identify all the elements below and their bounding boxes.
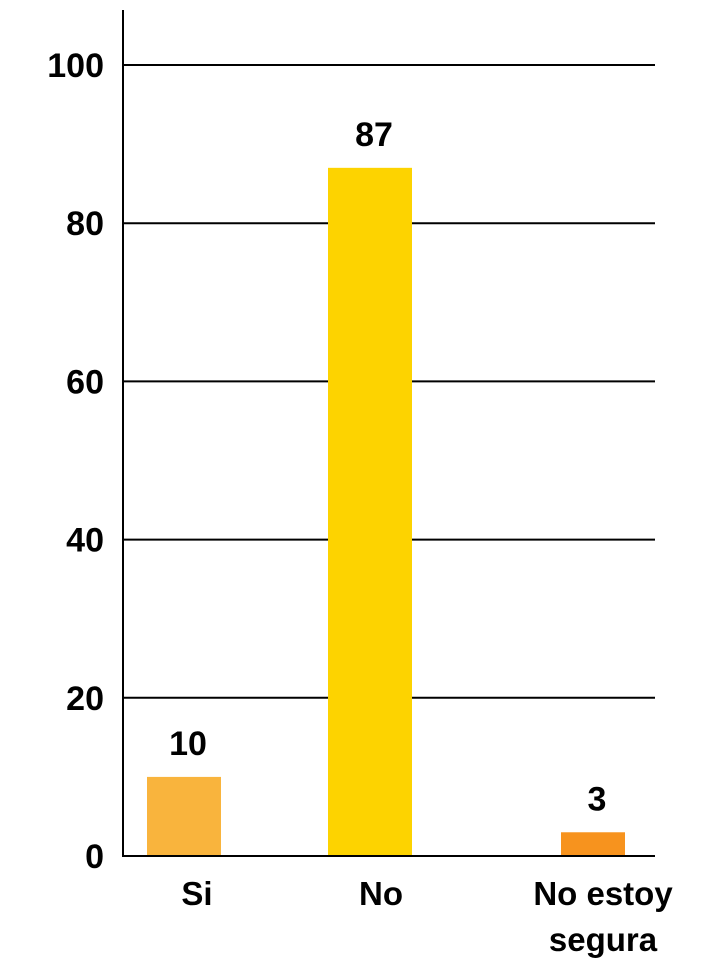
x-tick-label-2: No estoy segura bbox=[533, 875, 673, 958]
bar-2 bbox=[561, 832, 625, 856]
y-tick-label-20: 20 bbox=[66, 680, 104, 718]
y-tick-labels: 0 20 40 60 80 100 bbox=[47, 47, 104, 876]
x-tick-label-1: No bbox=[359, 875, 403, 912]
bar-0 bbox=[147, 776, 221, 856]
bars bbox=[147, 167, 625, 856]
y-tick-label-60: 60 bbox=[66, 363, 104, 401]
bar-1 bbox=[328, 167, 412, 856]
data-labels: 10 87 3 bbox=[169, 116, 606, 818]
data-label-0: 10 bbox=[169, 725, 207, 763]
axes bbox=[122, 10, 655, 857]
data-label-2: 3 bbox=[588, 780, 607, 818]
y-tick-label-0: 0 bbox=[85, 838, 104, 876]
y-tick-label-80: 80 bbox=[66, 205, 104, 243]
y-tick-label-100: 100 bbox=[47, 47, 104, 85]
data-label-1: 87 bbox=[355, 116, 393, 154]
x-tick-label-0: Si bbox=[181, 875, 212, 912]
x-category-labels: Si No No estoy segura bbox=[181, 875, 673, 958]
y-tick-label-40: 40 bbox=[66, 522, 104, 560]
